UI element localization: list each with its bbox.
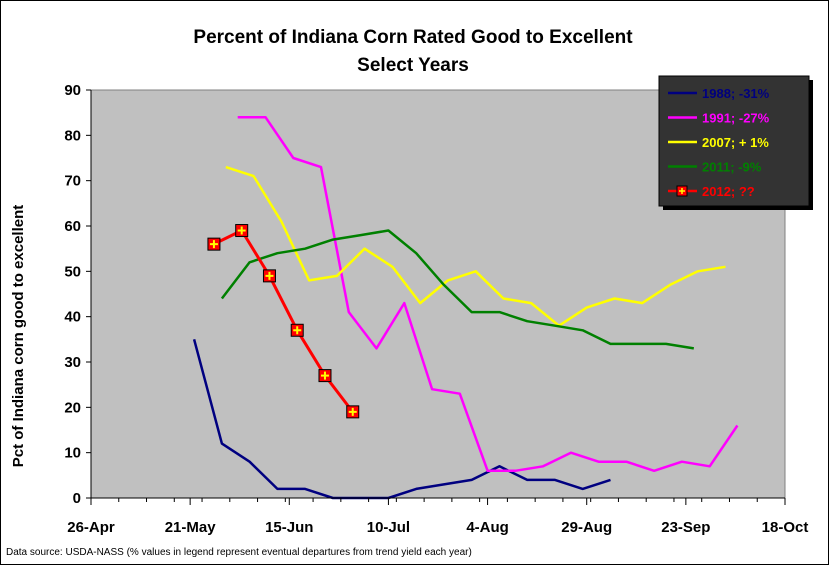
x-tick-label: 15-Jun: [265, 519, 313, 536]
x-tick-label: 23-Sep: [661, 519, 710, 536]
chart-title: Percent of Indiana Corn Rated Good to Ex…: [193, 27, 633, 48]
data-point: [290, 323, 304, 337]
data-point: [207, 237, 221, 251]
y-tick-label: 0: [73, 490, 81, 507]
data-point: [318, 369, 332, 383]
data-source-note: Data source: USDA-NASS (% values in lege…: [6, 547, 472, 558]
y-tick-label: 70: [64, 173, 81, 190]
x-tick-label: 21-May: [165, 519, 217, 536]
series-line-3: [220, 229, 694, 350]
legend-label: 2011; -9%: [702, 160, 762, 175]
y-tick-label: 20: [64, 399, 81, 416]
x-tick-label: 29-Aug: [561, 519, 612, 536]
x-tick-label: 4-Aug: [466, 519, 509, 536]
x-tick-label: 10-Jul: [367, 519, 410, 536]
series-line-0: [192, 338, 611, 500]
chart-marks: [192, 115, 739, 500]
x-tick-label: 26-Apr: [67, 519, 115, 536]
y-tick-label: 90: [64, 82, 81, 99]
y-tick-label: 30: [64, 354, 81, 371]
series-line-1: [237, 115, 739, 473]
data-point: [235, 224, 249, 238]
y-tick-label: 80: [64, 127, 81, 144]
chart-axes: 0 10 20 30 40 50 60 70 80 90 26-Apr 21-May 15-Jun 10-…: [64, 82, 808, 536]
series-line-2: [225, 165, 726, 327]
data-point: [346, 405, 360, 419]
y-tick-label: 10: [64, 445, 81, 462]
data-point: [262, 269, 276, 283]
legend-label: 2012; ??: [702, 184, 755, 199]
legend: 1988; -31% 1991; -27% 2007; + 1% 2011; -9% 2…: [658, 75, 813, 210]
x-tick-label: 18-Oct: [762, 519, 809, 536]
legend-label: 1991; -27%: [702, 111, 770, 126]
y-tick-label: 50: [64, 263, 81, 280]
chart-subtitle: Select Years: [357, 55, 469, 76]
y-axis-label: Pct of Indiana corn good to excellent: [10, 205, 27, 468]
y-tick-label: 60: [64, 218, 81, 235]
legend-label: 2007; + 1%: [702, 135, 769, 150]
legend-label: 1988; -31%: [702, 86, 770, 101]
y-tick-label: 40: [64, 309, 81, 326]
